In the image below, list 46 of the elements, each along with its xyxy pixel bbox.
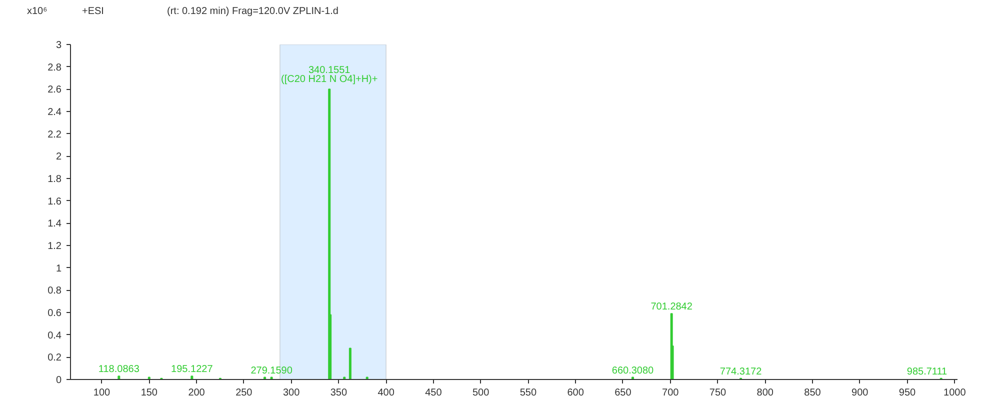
y-tick-label: 0.2 <box>48 352 62 364</box>
annotation: 774.3172 <box>720 366 762 378</box>
chart-subtitle: (rt: 0.192 min) Frag=120.0V ZPLIN-1.d <box>167 5 338 19</box>
y-tick-label: 0.8 <box>48 286 62 297</box>
x-tick-label: 800 <box>756 388 774 399</box>
annotation: 195.1227 <box>171 364 214 376</box>
y-tick-label: 2.6 <box>48 84 62 96</box>
y-tick-label: 0.4 <box>48 330 62 342</box>
y-tick-label: 2.8 <box>48 62 62 74</box>
annotation: 660.3080 <box>612 366 654 377</box>
y-tick-label: 0.6 <box>48 308 62 320</box>
y-tick-label: 0 <box>56 375 62 386</box>
y-axis-title: x10⁶ <box>27 5 48 19</box>
x-tick-label: 1000 <box>944 388 966 399</box>
y-tick-label: 1.2 <box>48 241 62 252</box>
x-tick-label: 700 <box>662 388 680 399</box>
x-tick-label: 100 <box>93 388 111 399</box>
y-tick-label: 1 <box>56 264 62 275</box>
y-tick-label: 1.8 <box>48 174 62 186</box>
x-tick-label: 850 <box>804 388 822 399</box>
x-tick-label: 950 <box>898 388 916 399</box>
x-tick-label: 750 <box>709 388 727 399</box>
annotation: 279.1590 <box>250 366 293 377</box>
y-tick-label: 1.6 <box>48 196 62 208</box>
y-tick-label: 3 <box>56 40 62 52</box>
y-tick-label: 2.4 <box>48 107 62 118</box>
x-tick-label: 600 <box>567 388 584 399</box>
x-tick-label: 200 <box>188 388 206 399</box>
y-tick-label: 2 <box>56 152 62 163</box>
x-tick-label: 250 <box>236 388 253 399</box>
y-tick-label: 2.2 <box>48 130 62 141</box>
x-tick-label: 650 <box>614 388 632 399</box>
annotation: 118.0863 <box>98 364 140 376</box>
x-tick-label: 400 <box>378 388 395 399</box>
annotation: 340.1551 ([C20 H21 N O4]+H)+ <box>281 65 378 86</box>
x-tick-label: 350 <box>330 388 348 399</box>
x-tick-label: 150 <box>140 388 158 399</box>
x-tick-label: 500 <box>472 388 490 399</box>
x-tick-label: 550 <box>520 388 537 399</box>
y-tick-label: 1.4 <box>48 218 62 230</box>
chart-title: +ESI <box>82 5 104 19</box>
x-tick-label: 450 <box>425 388 442 399</box>
annotation: 701.2842 <box>650 302 693 313</box>
x-tick-label: 900 <box>852 388 869 399</box>
x-tick-label: 300 <box>282 388 300 399</box>
annotation: 985.7111 <box>906 366 948 378</box>
